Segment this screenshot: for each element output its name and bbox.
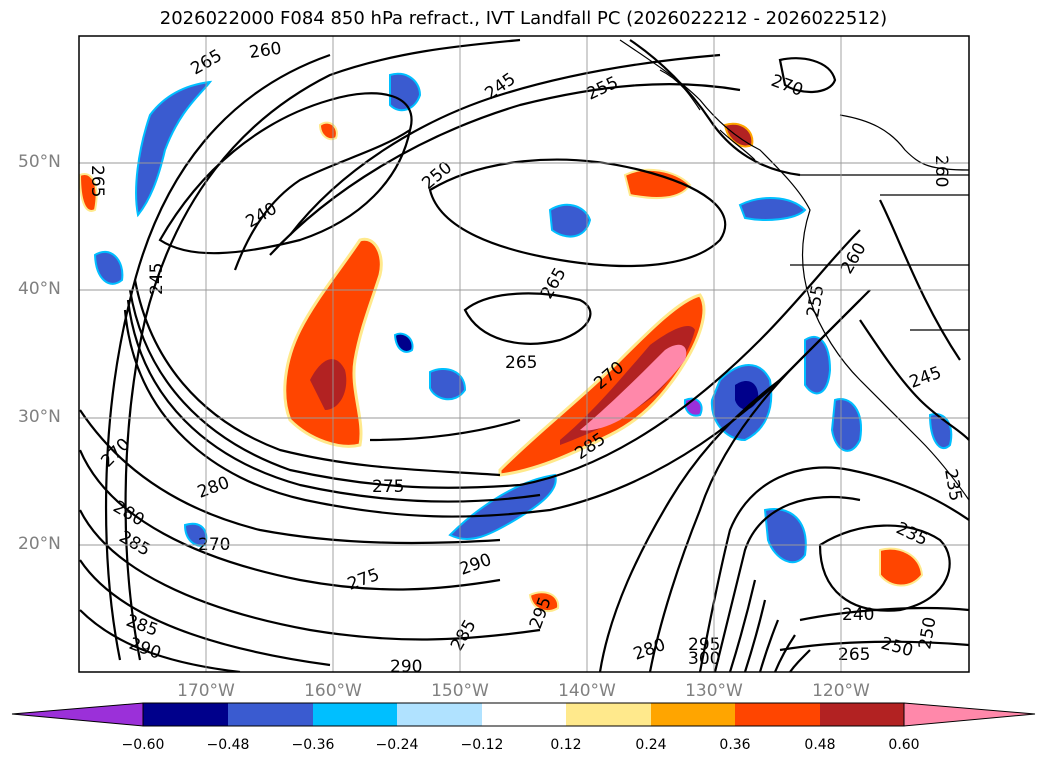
lat-label-50n: 50°N bbox=[18, 152, 61, 172]
colorbar-bin bbox=[735, 703, 820, 726]
contour-label: 285 bbox=[447, 616, 481, 654]
colorbar-bin bbox=[228, 703, 313, 726]
colorbar-min-extend bbox=[11, 702, 144, 727]
colorbar-tick: 0.60 bbox=[888, 737, 920, 753]
contour-label: 290 bbox=[457, 550, 494, 580]
contour-label: 290 bbox=[126, 634, 163, 664]
refractivity-shading bbox=[79, 72, 953, 613]
colorbar-tick: 0.24 bbox=[635, 737, 667, 753]
contour-label: 265 bbox=[188, 46, 226, 80]
colorbar-frame bbox=[142, 702, 905, 727]
coastlines bbox=[619, 39, 969, 501]
colorbar-bin bbox=[143, 703, 228, 726]
lon-label-160w: 160°W bbox=[304, 681, 362, 701]
colorbar bbox=[11, 702, 1036, 727]
contour-label: 250 bbox=[915, 615, 940, 650]
colorbar-tick: −0.12 bbox=[460, 737, 504, 753]
lon-label-150w: 150°W bbox=[431, 681, 489, 701]
contour-label: 260 bbox=[248, 39, 283, 63]
lon-label-120w: 120°W bbox=[812, 681, 870, 701]
lon-label-140w: 140°W bbox=[558, 681, 616, 701]
colorbar-tick: 0.12 bbox=[550, 737, 582, 753]
contour-label: 235 bbox=[893, 518, 931, 550]
lat-label-20n: 20°N bbox=[18, 534, 61, 554]
contour-label: 260 bbox=[931, 155, 951, 187]
contour-label: 240 bbox=[842, 605, 874, 625]
colorbar-bin bbox=[397, 703, 482, 726]
colorbar-bin bbox=[566, 703, 651, 726]
contour-label: 280 bbox=[631, 635, 668, 665]
colorbar-bin bbox=[651, 703, 735, 726]
map-frame bbox=[78, 35, 970, 673]
contour-label: 300 bbox=[688, 649, 720, 669]
contour-label: 285 bbox=[116, 527, 154, 561]
contour-label: 245 bbox=[147, 263, 167, 295]
contour-label: 260 bbox=[837, 239, 871, 277]
colorbar-bin bbox=[313, 703, 397, 726]
contour-label: 275 bbox=[372, 477, 404, 497]
contour-label: 270 bbox=[768, 71, 805, 101]
colorbar-tick: −0.24 bbox=[375, 737, 419, 753]
colorbar-tick: −0.60 bbox=[121, 737, 165, 753]
colorbar-tick: 0.36 bbox=[719, 737, 751, 753]
contour-label: 240 bbox=[243, 199, 281, 233]
lat-label-40n: 40°N bbox=[18, 279, 61, 299]
height-contours bbox=[79, 38, 969, 672]
contour-label: 280 bbox=[195, 473, 232, 503]
colorbar-bin bbox=[482, 703, 566, 726]
contour-label: 235 bbox=[940, 467, 965, 502]
contour-labels: 260 265 245 255 270 265 250 240 245 265 … bbox=[87, 39, 965, 677]
colorbar-tick: −0.48 bbox=[206, 737, 250, 753]
contour-label: 280 bbox=[110, 497, 148, 531]
contour-label: 265 bbox=[87, 165, 107, 197]
contour-label: 250 bbox=[879, 634, 916, 662]
lat-label-30n: 30°N bbox=[18, 407, 61, 427]
colorbar-max-extend bbox=[903, 702, 1036, 727]
contour-label: 255 bbox=[584, 73, 622, 105]
colorbar-tick: −0.36 bbox=[291, 737, 335, 753]
contour-label: 290 bbox=[390, 657, 422, 677]
colorbar-tick: 0.48 bbox=[804, 737, 836, 753]
contour-label: 265 bbox=[505, 353, 537, 373]
contour-label: 265 bbox=[838, 645, 870, 665]
contour-label: 275 bbox=[345, 565, 382, 595]
colorbar-bin bbox=[820, 703, 904, 726]
contour-label: 245 bbox=[907, 363, 944, 393]
lon-label-130w: 130°W bbox=[685, 681, 743, 701]
map-title: 2026022000 F084 850 hPa refract., IVT La… bbox=[159, 8, 888, 29]
lon-label-170w: 170°W bbox=[177, 681, 235, 701]
contour-label: 295 bbox=[688, 635, 720, 655]
graticule bbox=[79, 36, 969, 672]
